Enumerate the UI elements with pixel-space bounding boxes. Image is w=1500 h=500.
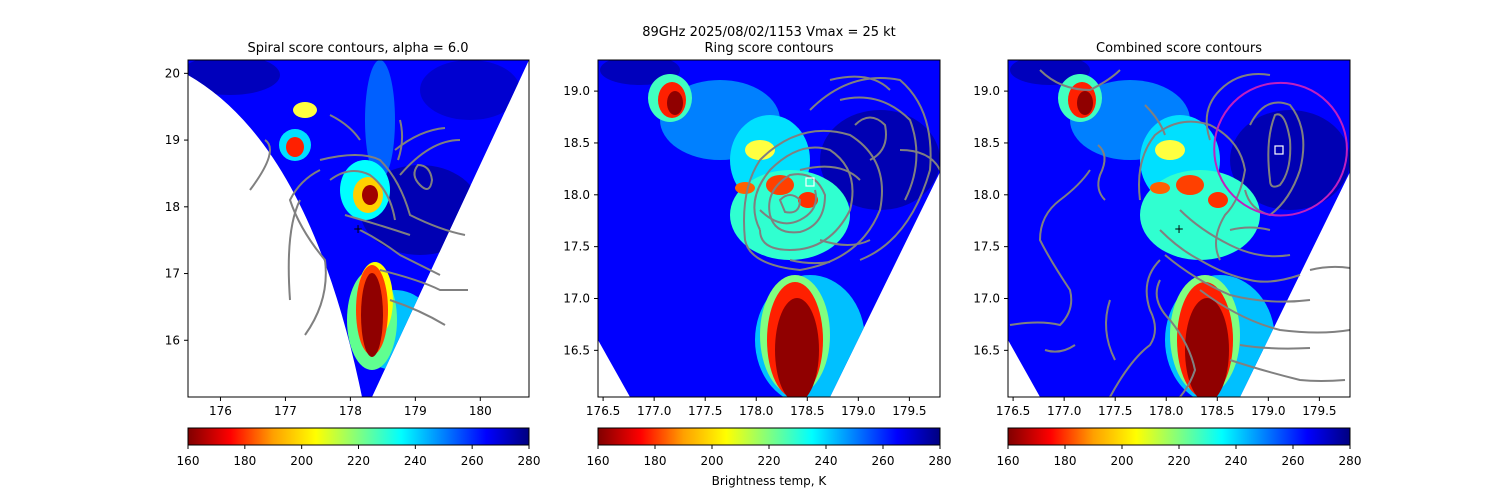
x-tick-label: 177.5 — [1098, 404, 1132, 418]
contour-lines — [249, 114, 468, 336]
x-tick-label: 176.5 — [996, 404, 1030, 418]
x-tick-label: 178.5 — [1200, 404, 1234, 418]
colorbar-tick-label: 280 — [518, 454, 541, 468]
center-square-marker — [1274, 145, 1284, 155]
axes-frame — [187, 59, 530, 398]
panel-title: Ring score contours — [704, 41, 833, 56]
y-tick-label: 18.0 — [973, 188, 1000, 202]
x-tick-label: 176 — [209, 404, 232, 418]
center-square-marker — [805, 177, 815, 187]
colorbar-tick-label: 180 — [233, 454, 256, 468]
ring-circle — [1213, 81, 1348, 217]
x-tick-label: 179.0 — [841, 404, 875, 418]
x-tick-label: 177.5 — [688, 404, 722, 418]
colorbar-tick-label: 240 — [815, 454, 838, 468]
colorbar-tick-label: 220 — [1168, 454, 1191, 468]
colorbar-3: 160 180 200 220 240 260 280 — [997, 427, 1362, 468]
colorbar-tick-label: 200 — [1111, 454, 1134, 468]
y-tick-label: 20 — [165, 66, 180, 80]
colorbar-tick-label: 260 — [872, 454, 895, 468]
x-tick-label: 180 — [469, 404, 492, 418]
contour-lines — [1009, 69, 1350, 397]
y-tick-label: 17.0 — [973, 291, 1000, 305]
plot-area — [598, 60, 940, 397]
x-tick-label: 178.0 — [739, 404, 773, 418]
y-tick-label: 17.5 — [973, 240, 1000, 254]
y-tick-label: 16.5 — [973, 343, 1000, 357]
y-tick-label: 19 — [165, 133, 180, 147]
panel-title: Combined score contours — [1096, 41, 1262, 56]
panel-spiral: Spiral score contours, alpha = 6.0 — [165, 41, 530, 418]
colorbar-tick-label: 260 — [1282, 454, 1305, 468]
y-tick-label: 19.0 — [973, 84, 1000, 98]
y-tick-label: 17.5 — [563, 240, 590, 254]
center-plus-marker: + — [353, 222, 363, 236]
colorbar-tick-label: 220 — [347, 454, 370, 468]
x-tick-label: 179.0 — [1251, 404, 1285, 418]
colorbar-tick-label: 180 — [1054, 454, 1077, 468]
colorbar-tick-label: 240 — [1225, 454, 1248, 468]
colorbar-tick-label: 240 — [404, 454, 427, 468]
x-tick-label: 177.0 — [637, 404, 671, 418]
colorbar-tick-label: 160 — [177, 454, 200, 468]
y-tick-label: 16.5 — [563, 343, 590, 357]
colorbar-tick-label: 160 — [997, 454, 1020, 468]
colorbar-1: 160 180 200 220 240 260 280 — [177, 427, 541, 468]
colorbar-2: 160 180 200 220 240 260 280 Brightness temp, K — [587, 427, 952, 488]
colorbar-tick-label: 160 — [587, 454, 610, 468]
axis-ticks: 176 177 178 179 180 16 17 18 19 20 — [165, 66, 492, 418]
x-tick-label: 178 — [339, 404, 362, 418]
x-tick-label: 177.0 — [1047, 404, 1081, 418]
panel-combined: Combined score contours — [973, 41, 1351, 418]
y-tick-label: 18.0 — [563, 188, 590, 202]
axis-ticks: 176.5 177.0 177.5 178.0 178.5 179.0 179.5 16.5 1… — [973, 84, 1336, 418]
center-plus-marker: + — [1174, 222, 1184, 236]
axis-ticks: 176.5 177.0 177.5 178.0 178.5 179.0 179.5 16.5 1… — [563, 84, 926, 418]
x-tick-label: 177 — [274, 404, 297, 418]
y-tick-label: 17.0 — [563, 291, 590, 305]
plot-area: + — [188, 60, 529, 397]
panel-title: Spiral score contours, alpha = 6.0 — [247, 41, 468, 56]
colorbar-label: Brightness temp, K — [712, 474, 828, 488]
x-tick-label: 176.5 — [586, 404, 620, 418]
colorbar-tick-label: 200 — [701, 454, 724, 468]
y-tick-label: 17 — [165, 267, 180, 281]
panel-ring: Ring score contours — [563, 41, 941, 418]
x-tick-label: 179.5 — [1302, 404, 1336, 418]
plot-area: + — [1008, 60, 1350, 397]
figure-suptitle: 89GHz 2025/08/02/1153 Vmax = 25 kt — [642, 25, 896, 40]
colorbar-tick-label: 280 — [1339, 454, 1362, 468]
contour-lines — [743, 75, 940, 272]
x-tick-label: 179 — [404, 404, 427, 418]
y-tick-label: 19.0 — [563, 84, 590, 98]
colorbar-tick-label: 280 — [929, 454, 952, 468]
x-tick-label: 179.5 — [892, 404, 926, 418]
x-tick-label: 178.0 — [1149, 404, 1183, 418]
colorbar-tick-label: 180 — [644, 454, 667, 468]
y-tick-label: 18.5 — [563, 136, 590, 150]
y-tick-label: 18.5 — [973, 136, 1000, 150]
x-tick-label: 178.5 — [790, 404, 824, 418]
colorbar-tick-label: 220 — [758, 454, 781, 468]
axes-frame — [597, 59, 941, 398]
y-tick-label: 18 — [165, 200, 180, 214]
y-tick-label: 16 — [165, 333, 180, 347]
brightness-field — [598, 60, 940, 397]
colorbar-tick-label: 200 — [290, 454, 313, 468]
axes-frame — [1007, 59, 1351, 398]
colorbar-tick-label: 260 — [461, 454, 484, 468]
